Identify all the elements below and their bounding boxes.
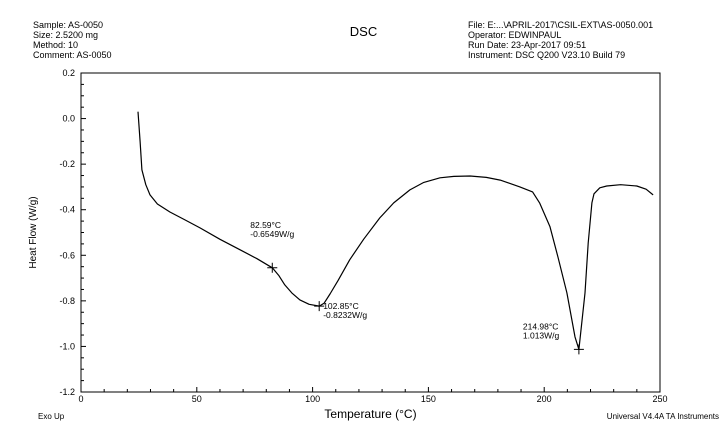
size-line: Size: 2.5200 mg <box>33 30 99 40</box>
peak-marker <box>267 262 278 273</box>
method-line: Method: 10 <box>33 40 79 50</box>
y-tick-label: -0.8 <box>59 296 75 306</box>
instrument-line: Instrument: DSC Q200 V23.10 Build 79 <box>468 50 626 60</box>
sample-line: Sample: AS-0050 <box>33 20 104 30</box>
peak-temperature-label: 214.98°C <box>523 321 559 331</box>
peak-heatflow-label: -0.6549W/g <box>250 229 294 239</box>
plot-frame <box>80 72 661 393</box>
exo-up-label: Exo Up <box>38 412 65 421</box>
peak-heatflow-label: -0.8232W/g <box>323 310 367 320</box>
run-info: File: E:...\APRIL-2017\CSIL-EXT\AS-0050.… <box>468 20 653 60</box>
run-date-line: Run Date: 23-Apr-2017 09:51 <box>468 40 587 50</box>
sample-info: Sample: AS-0050 Size: 2.5200 mg Method: … <box>33 20 112 60</box>
heat-flow-line <box>137 111 654 350</box>
y-tick-label: 0.2 <box>62 68 75 78</box>
x-tick-label: 250 <box>652 394 667 404</box>
y-tick-label: -0.4 <box>59 205 75 215</box>
y-tick-label: -0.2 <box>59 159 75 169</box>
peak-heatflow-label: 1.013W/g <box>523 330 560 340</box>
peak-marker <box>573 344 584 355</box>
y-tick-label: -1.2 <box>59 387 75 397</box>
peak-temperature-label: 82.59°C <box>250 220 281 230</box>
software-label: Universal V4.4A TA Instruments <box>606 412 719 421</box>
x-tick-label: 200 <box>537 394 552 404</box>
x-axis-label: Temperature (°C) <box>324 407 416 421</box>
peak-marker <box>314 301 325 312</box>
x-tick-label: 50 <box>192 394 202 404</box>
operator-line: Operator: EDWINPAUL <box>468 30 562 40</box>
y-tick-label: -0.6 <box>59 250 75 260</box>
file-line: File: E:...\APRIL-2017\CSIL-EXT\AS-0050.… <box>468 20 654 30</box>
chart-title: DSC <box>349 24 378 39</box>
y-tick-label: -1.0 <box>59 341 75 351</box>
y-axis-label: Heat Flow (W/g) <box>28 196 39 268</box>
x-tick-label: 0 <box>78 394 83 404</box>
comment-line: Comment: AS-0050 <box>33 50 112 60</box>
peak-temperature-label: 102.85°C <box>323 301 359 311</box>
y-tick-label: 0.0 <box>62 114 75 124</box>
x-tick-label: 100 <box>305 394 320 404</box>
x-tick-label: 150 <box>421 394 436 404</box>
